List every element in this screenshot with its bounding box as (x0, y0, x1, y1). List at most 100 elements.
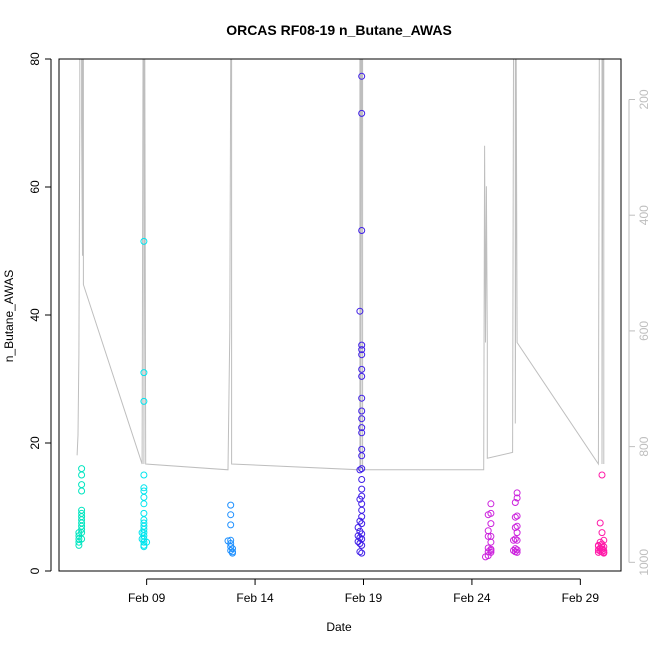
data-point-series-3 (227, 501, 235, 509)
data-point-series-5 (511, 513, 519, 521)
data-point-series-5 (487, 538, 495, 546)
data-point-series-3 (229, 545, 236, 553)
data-point-series-5 (513, 536, 521, 544)
data-point-series-5 (511, 535, 519, 543)
data-point-series-5 (510, 536, 517, 544)
data-point-series-2 (143, 538, 151, 546)
data-point-series-4 (358, 227, 366, 234)
data-point-series-2 (140, 471, 148, 479)
data-point-series-4 (358, 424, 366, 432)
data-point-series-4 (358, 549, 366, 557)
pressure-series-line (76, 58, 605, 471)
data-point-series-5 (487, 500, 495, 508)
data-point-series-6 (598, 529, 606, 537)
y-axis: 0 20 40 60 80 (28, 52, 52, 574)
data-point-series-5 (482, 553, 489, 561)
data-point-series-4 (354, 538, 362, 546)
x-axis-label: Date (326, 620, 352, 634)
data-point-series-2 (140, 397, 148, 405)
data-point-series-5 (513, 529, 521, 537)
data-point-series-4 (354, 524, 362, 531)
data-point-series-5 (487, 509, 495, 517)
y-tick-label: 0 (28, 567, 42, 574)
y-axis-label: n_Butane_AWAS (2, 270, 16, 363)
data-point-series-5 (513, 494, 521, 502)
data-point-series-5 (484, 527, 492, 535)
x-tick-label: Feb 19 (345, 591, 383, 605)
data-point-series-3 (227, 511, 235, 519)
secondary-y-axis: 200 400 600 800 1000 (628, 89, 650, 576)
data-point-series-4 (358, 346, 366, 354)
data-point-series-6 (594, 542, 602, 550)
data-point-series-6 (596, 519, 604, 527)
data-point-series-2 (140, 500, 148, 508)
data-point-series-5 (513, 548, 521, 556)
data-point-series-6 (600, 536, 608, 544)
data-point-series-4 (358, 415, 366, 423)
data-point-series-4 (358, 506, 366, 514)
data-point-series-4 (358, 485, 366, 493)
data-point-series-4 (356, 548, 364, 556)
data-point-series-1 (78, 487, 86, 495)
data-point-series-2 (138, 529, 146, 537)
x-tick-label: Feb 24 (453, 591, 491, 605)
chart-title: ORCAS RF08-19 n_Butane_AWAS (226, 22, 452, 38)
data-point-series-4 (358, 72, 366, 80)
data-point-series-4 (358, 365, 366, 373)
data-point-series-6 (600, 548, 608, 556)
plot-frame (58, 58, 622, 572)
y-tick-label: 20 (28, 436, 42, 450)
secondary-tick-label: 600 (637, 321, 650, 341)
pressure-line-layer (76, 58, 605, 471)
data-point-series-5 (487, 547, 495, 554)
data-point-series-2 (140, 237, 148, 245)
data-point-series-1 (75, 541, 83, 549)
data-point-series-2 (140, 493, 148, 501)
data-point-series-4 (358, 407, 366, 415)
data-point-series-2 (140, 484, 148, 492)
data-point-series-4 (358, 429, 366, 437)
data-point-series-4 (358, 341, 366, 349)
data-point-series-1 (78, 465, 86, 473)
data-point-series-4 (358, 476, 366, 483)
data-point-series-1 (78, 471, 86, 479)
data-point-series-4 (356, 540, 364, 547)
data-point-series-3 (224, 537, 232, 545)
scatter-points-layer (75, 72, 608, 561)
secondary-tick-label: 400 (637, 205, 650, 225)
data-point-series-4 (358, 541, 366, 549)
data-point-series-6 (598, 471, 606, 479)
data-point-series-5 (511, 545, 519, 553)
data-point-series-5 (510, 547, 517, 554)
secondary-tick-label: 200 (637, 89, 650, 109)
data-point-series-1 (78, 481, 86, 489)
x-tick-label: Feb 29 (562, 591, 600, 605)
data-point-series-4 (358, 530, 366, 538)
data-point-series-5 (487, 520, 495, 528)
data-point-series-4 (356, 307, 364, 315)
x-tick-label: Feb 09 (128, 591, 166, 605)
data-point-series-4 (358, 465, 366, 473)
x-tick-label: Feb 14 (236, 591, 274, 605)
data-point-series-1 (78, 535, 86, 543)
data-point-series-2 (140, 509, 148, 517)
data-point-series-5 (513, 489, 521, 497)
y-tick-label: 40 (28, 308, 42, 322)
x-axis: Feb 09 Feb 14 Feb 19 Feb 24 Feb 29 (128, 578, 600, 605)
secondary-tick-label: 800 (637, 436, 650, 456)
data-point-series-4 (356, 495, 364, 503)
data-point-series-4 (358, 351, 366, 359)
data-point-series-3 (227, 521, 235, 529)
data-point-series-4 (358, 452, 366, 460)
data-point-series-5 (513, 512, 521, 520)
secondary-tick-label: 1000 (637, 549, 650, 576)
data-point-series-4 (358, 372, 366, 380)
data-point-series-5 (513, 546, 521, 554)
data-point-series-4 (358, 513, 366, 521)
data-point-series-5 (511, 499, 519, 506)
data-point-series-5 (484, 532, 492, 540)
data-point-series-2 (140, 369, 148, 377)
data-point-series-3 (227, 547, 235, 554)
data-point-series-4 (358, 394, 366, 402)
